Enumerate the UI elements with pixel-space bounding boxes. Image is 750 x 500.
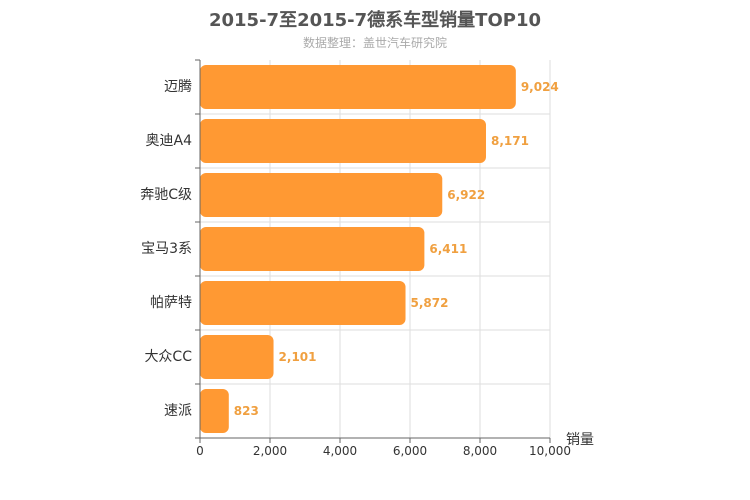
bar (200, 119, 486, 163)
bar (200, 65, 516, 109)
data-label: 2,101 (279, 350, 317, 364)
y-tick-label: 速派 (164, 403, 192, 419)
y-tick-label: 迈腾 (164, 78, 192, 95)
x-tick-label: 2,000 (253, 444, 287, 458)
chart-title: 2015-7至2015-7德系车型销量TOP10 (208, 10, 541, 31)
x-tick-label: 10,000 (529, 444, 571, 458)
x-tick-label: 8,000 (463, 444, 497, 458)
data-label: 5,872 (411, 296, 449, 310)
data-label: 8,171 (491, 134, 529, 148)
x-tick-label: 6,000 (393, 444, 427, 458)
y-tick-label: 奔驰C级 (140, 187, 192, 203)
y-tick-label: 奥迪A4 (146, 132, 193, 149)
y-tick-label: 宝马3系 (141, 241, 192, 257)
y-tick-label: 帕萨特 (150, 295, 192, 311)
data-label: 6,922 (447, 188, 485, 202)
chart-subtitle: 数据整理：盖世汽车研究院 (302, 36, 447, 50)
bar (200, 389, 229, 433)
bar (200, 227, 425, 271)
data-label: 6,411 (429, 242, 467, 256)
data-label: 823 (234, 404, 259, 418)
x-tick-label: 4,000 (323, 444, 357, 458)
data-label: 9,024 (521, 80, 559, 94)
bar (200, 281, 406, 325)
x-tick-label: 0 (196, 444, 204, 458)
y-tick-label: 大众CC (144, 349, 192, 365)
bar (200, 173, 443, 217)
bar (200, 335, 274, 379)
x-axis-title: 销量 (566, 432, 594, 448)
bars: 9,024 8,171 6,922 6,411 5,872 2,101 823 (200, 65, 559, 433)
